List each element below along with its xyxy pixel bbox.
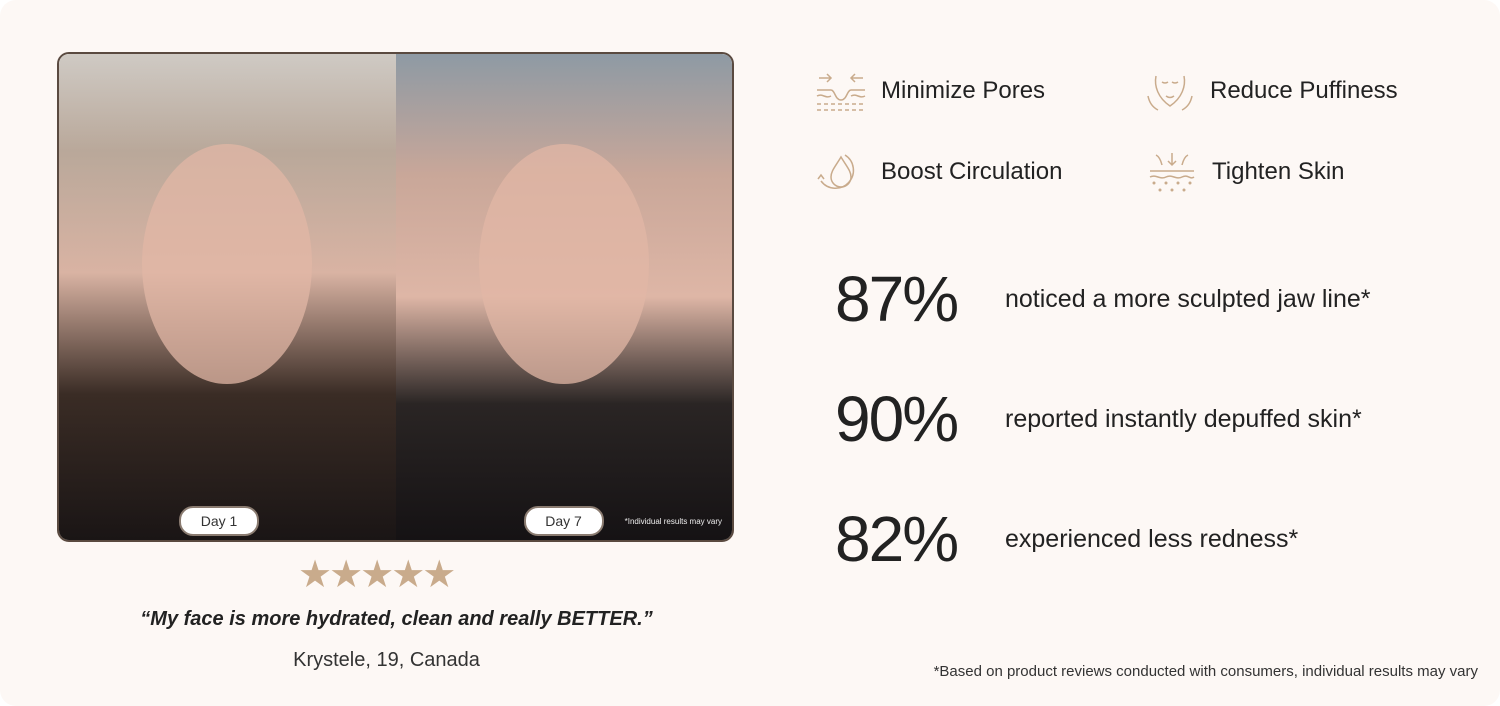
disclaimer: *Individual results may vary — [624, 517, 722, 526]
stat-value: 90% — [835, 383, 959, 455]
feature-reduce-puffiness: Reduce Puffiness — [1144, 70, 1398, 112]
feature-label: Tighten Skin — [1212, 158, 1345, 185]
day-1-label: Day 1 — [179, 506, 259, 536]
rating-stars: ★★★★★ — [298, 554, 456, 596]
stat-row: 87% noticed a more sculpted jaw line* — [835, 262, 1370, 336]
droplet-cycle-icon — [817, 154, 855, 189]
testimonial-quote: “My face is more hydrated, clean and rea… — [140, 608, 653, 630]
feature-label: Boost Circulation — [881, 158, 1063, 185]
tighten-skin-icon — [1149, 153, 1195, 192]
feature-boost-circulation: Boost Circulation — [815, 151, 1062, 193]
feature-label: Minimize Pores — [881, 77, 1046, 104]
stat-value: 82% — [835, 503, 959, 575]
face-icon — [1147, 75, 1193, 111]
before-after-photo: Day 1 Day 7 *Individual results may vary — [57, 52, 734, 542]
stat-text: noticed a more sculpted jaw line* — [1005, 284, 1371, 313]
testimonial-author: Krystele, 19, Canada — [293, 649, 480, 671]
stat-value: 87% — [835, 263, 959, 335]
stat-row: 90% reported instantly depuffed skin* — [835, 382, 1362, 456]
feature-minimize-pores: Minimize Pores — [815, 70, 1045, 112]
day-7-label: Day 7 — [523, 506, 604, 536]
stat-text: reported instantly depuffed skin* — [1005, 404, 1362, 433]
stat-text: experienced less redness* — [1005, 524, 1299, 553]
feature-tighten-skin: Tighten Skin — [1146, 151, 1345, 193]
stat-row: 82% experienced less redness* — [835, 502, 1298, 576]
after-photo: Day 7 *Individual results may vary — [395, 54, 732, 540]
footnote: *Based on product reviews conducted with… — [933, 663, 1478, 680]
before-photo: Day 1 — [59, 54, 396, 540]
pores-icon — [816, 73, 866, 111]
feature-label: Reduce Puffiness — [1210, 77, 1398, 104]
